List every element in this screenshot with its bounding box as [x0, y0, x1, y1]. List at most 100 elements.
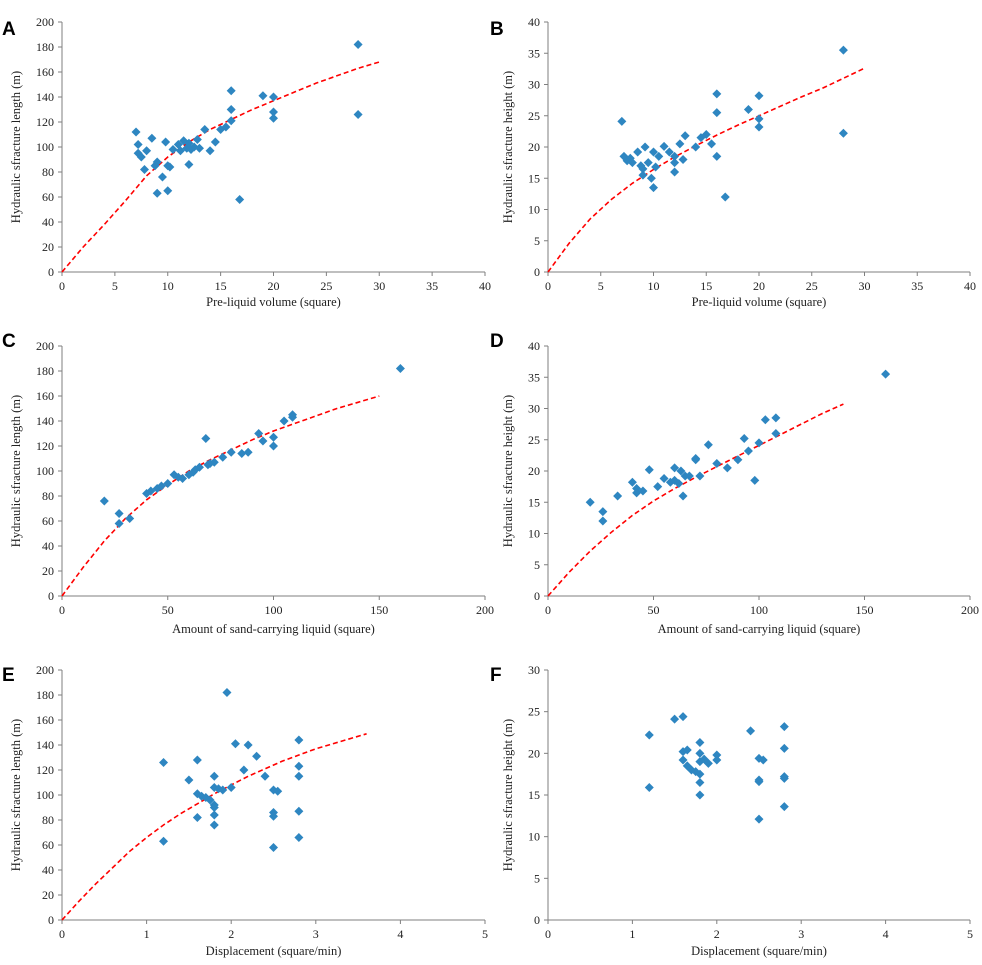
chart-f-point — [779, 773, 789, 783]
chart-e-point — [205, 795, 215, 805]
chart-b-point — [649, 183, 658, 193]
chart-b-x-tick-label: 35 — [911, 279, 923, 293]
chart-a-y-tick-label: 160 — [36, 65, 54, 79]
chart-f-point — [746, 726, 756, 736]
chart-b-point — [654, 151, 664, 161]
chart-d-point — [613, 491, 623, 501]
chart-c-point — [395, 364, 405, 373]
chart-c-x-tick-label: 150 — [370, 603, 388, 617]
chart-e-x-tick-label: 1 — [144, 927, 150, 941]
chart-d-x-tick-label: 200 — [961, 603, 979, 617]
chart-e-point — [294, 761, 304, 771]
chart-f-point — [678, 755, 688, 765]
chart-f-x-tick-label: 4 — [883, 927, 889, 941]
chart-d-point — [754, 438, 764, 448]
chart-a-x-tick-label: 20 — [268, 279, 280, 293]
chart-a-point — [157, 172, 167, 182]
chart-b-point — [712, 151, 722, 161]
chart-b-point — [670, 167, 680, 177]
chart-a-x-tick-label: 40 — [479, 279, 491, 293]
chart-d-y-tick-label: 25 — [528, 433, 540, 447]
chart-b-point — [838, 128, 848, 138]
chart-b-point — [691, 142, 701, 152]
chart-c-y-axis-title: Hydraulic sfracture length (m) — [9, 395, 23, 547]
chart-d-point — [585, 497, 595, 507]
chart-d-y-tick-label: 20 — [528, 464, 540, 478]
chart-c-point — [201, 434, 211, 443]
chart-a-x-tick-label: 30 — [373, 279, 385, 293]
chart-e-y-tick-label: 40 — [42, 863, 54, 877]
chart-e-y-tick-label: 140 — [36, 738, 54, 752]
chart-c-x-tick-label: 50 — [162, 603, 174, 617]
chart-d-point — [712, 459, 722, 468]
chart-b-point — [649, 147, 658, 157]
chart-c-point — [114, 509, 124, 518]
chart-d-y-tick-label: 10 — [528, 527, 540, 541]
chart-f-x-tick-label: 2 — [714, 927, 720, 941]
chart-a-point — [226, 105, 236, 114]
chart-a-y-tick-label: 0 — [48, 265, 54, 279]
chart-c-panel-letter: C — [2, 331, 16, 352]
chart-d-point — [684, 471, 694, 481]
chart-c-point — [178, 474, 188, 483]
chart-a-y-tick-label: 180 — [36, 40, 54, 54]
chart-e-point — [209, 771, 219, 781]
chart-f-y-axis-title: Hydraulic sfracture height (m) — [501, 719, 515, 871]
chart-e-point — [192, 755, 202, 765]
chart-c-y-tick-label: 140 — [36, 414, 54, 428]
chart-d-point — [733, 455, 743, 465]
chart-f-point — [712, 755, 722, 765]
chart-b-point — [638, 164, 648, 174]
chart-b-y-tick-label: 30 — [528, 78, 540, 92]
chart-e-y-tick-label: 200 — [36, 663, 54, 677]
chart-c-point — [279, 416, 289, 426]
chart-e-point — [260, 771, 270, 781]
chart-a-y-axis-title: Hydraulic sfracture length (m) — [9, 71, 23, 223]
chart-a-point — [353, 40, 363, 49]
chart-a-point — [184, 160, 194, 169]
chart-panel-b: B 0 5 10 15 20 25 30 35 40 0 5 10 15 20 25 30 35 40 Pre-liq… — [490, 15, 976, 309]
chart-b-point — [627, 158, 637, 168]
chart-a-panel-letter: A — [2, 19, 16, 40]
chart-a-point — [133, 140, 143, 149]
chart-d-point — [659, 474, 669, 483]
chart-b-trendline — [547, 67, 865, 273]
chart-d-point — [695, 471, 705, 481]
chart-b-x-tick-label: 10 — [648, 279, 660, 293]
chart-f-point — [644, 730, 654, 740]
chart-e-point — [269, 811, 278, 821]
chart-e-x-tick-label: 2 — [228, 927, 234, 941]
chart-d-point — [691, 454, 701, 463]
chart-a-point — [205, 146, 215, 156]
chart-b-point — [743, 105, 753, 114]
chart-d-point — [670, 463, 680, 473]
chart-a-point — [139, 165, 149, 174]
chart-d-point — [760, 415, 770, 425]
chart-panel-a: A 0 20 40 60 80 100 120 140 160 180 200 0 5 10 15 20 25 30… — [2, 15, 491, 309]
chart-b-y-tick-label: 0 — [534, 265, 540, 279]
chart-d-y-tick-label: 30 — [528, 402, 540, 416]
chart-c-x-tick-label: 100 — [265, 603, 283, 617]
chart-f-point — [779, 722, 789, 732]
chart-e-point — [294, 806, 304, 816]
chart-a-point — [353, 110, 363, 119]
chart-a-x-axis-title: Pre-liquid volume (square) — [206, 295, 341, 309]
chart-f-point — [695, 769, 705, 779]
chart-a-point — [226, 116, 236, 126]
chart-c-x-tick-label: 200 — [476, 603, 494, 617]
chart-f-y-tick-label: 10 — [528, 830, 540, 844]
chart-a-point — [136, 152, 146, 162]
chart-d-y-tick-label: 15 — [528, 495, 540, 509]
chart-c-point — [163, 479, 173, 488]
chart-c-point — [237, 449, 247, 458]
chart-a-point — [269, 107, 278, 117]
chart-b-y-tick-label: 5 — [534, 234, 540, 248]
chart-c-point — [288, 410, 298, 420]
chart-b-point — [633, 147, 643, 157]
chart-d-point — [598, 516, 608, 526]
chart-b-point — [664, 147, 674, 157]
chart-f-point — [712, 750, 722, 760]
chart-b-point — [617, 116, 627, 126]
chart-e-point — [230, 739, 240, 749]
chart-b-point — [670, 158, 680, 168]
